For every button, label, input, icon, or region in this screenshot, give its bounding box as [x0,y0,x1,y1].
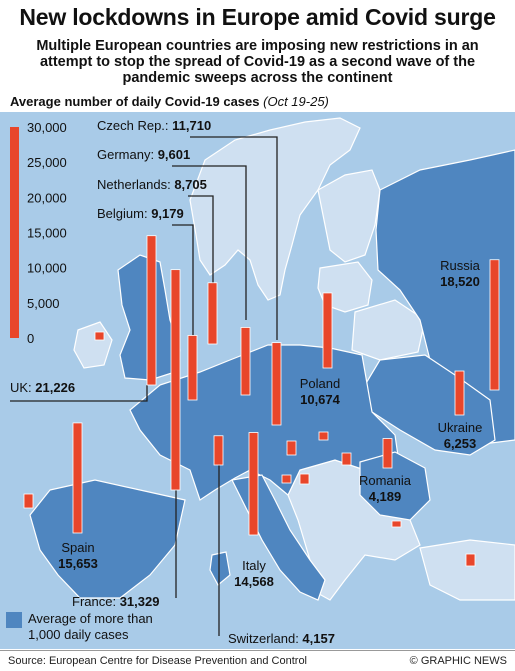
bar-label-czech-rep: Czech Rep.: 11,710 [97,118,211,133]
turkey-land [419,539,515,601]
bar-label-country-italy: Italy [242,558,266,573]
bar-label-value-ukraine: 6,253 [444,436,477,451]
bar-label-country-czech-rep: Czech Rep.: [97,118,172,133]
bar-label-value-italy: 14,568 [234,574,274,589]
bar-label-uk: UK: 21,226 [10,380,75,395]
bar-label-country-ukraine: Ukraine [438,420,483,435]
bar-italy [248,432,259,536]
y-tick-label: 10,000 [27,261,67,276]
bar-uk [146,235,157,386]
bar-label-switzerland: Switzerland: 4,157 [228,631,335,646]
bar-label-value-czech-rep: 11,710 [172,118,211,133]
bar-czech-rep [271,342,282,426]
bar-switzerland [213,435,224,466]
bar-minor-7 [341,452,352,466]
bar-label-country-uk: UK: [10,380,35,395]
y-tick-label: 0 [27,331,34,346]
bar-label-france: France: 31,329 [72,594,159,609]
bar-russia [489,259,500,391]
bar-label-country-spain: Spain [61,540,94,555]
bar-label-country-france: France: [72,594,120,609]
source-text: Source: European Centre for Disease Prev… [8,655,308,667]
bar-romania [382,438,393,469]
bar-poland [322,292,333,369]
bar-label-value-belgium: 9,179 [151,206,184,221]
bar-label-value-germany: 9,601 [158,147,191,162]
bar-label-belgium: Belgium: 9,179 [97,206,184,221]
y-tick-label: 15,000 [27,226,67,241]
bar-label-country-germany: Germany: [97,147,158,162]
bar-netherlands [207,282,218,345]
leader-line-uk [10,385,148,402]
bar-label-value-romania: 4,189 [369,489,402,504]
belarus-land [351,299,426,361]
leader-line-czech-rep [190,136,278,340]
bar-label-country-switzerland: Switzerland: [228,631,302,646]
bar-minor-1 [23,493,34,509]
bar-label-country-belgium: Belgium: [97,206,151,221]
bar-minor-5 [299,473,310,485]
credit-text: © GRAPHIC NEWS [409,655,507,667]
bar-label-value-poland: 10,674 [300,392,341,407]
page-title: New lockdowns in Europe amid Covid surge [19,4,496,30]
scandinavia-land [189,117,361,301]
legend-text-1: Average of more than [28,611,153,626]
page-subtitle: Multiple European countries are imposing… [36,38,479,86]
scale-bar [10,127,19,338]
bar-ukraine [454,370,465,416]
bar-label-country-romania: Romania [359,473,412,488]
y-tick-label: 25,000 [27,155,67,170]
leader-line-germany [172,165,247,320]
leader-line-netherlands [188,195,214,300]
bar-label-country-netherlands: Netherlands: [97,177,174,192]
chart-heading-text: Average number of daily Covid-19 cases [10,94,260,109]
europe-map: 0 5,000 10,000 15,000 20,000 25,000 30,000 UK: … [0,112,515,649]
bar-minor-6 [318,431,329,441]
iberia-land [29,479,186,599]
chart-heading: Average number of daily Covid-19 cases (… [10,94,329,109]
sardinia-land [209,551,231,586]
bar-label-value-switzerland: 4,157 [302,631,335,646]
bar-label-value-netherlands: 8,705 [174,177,207,192]
bar-minor-4 [281,474,292,484]
bar-label-germany: Germany: 9,601 [97,147,190,162]
bars-and-labels: 0 5,000 10,000 15,000 20,000 25,000 30,000 UK: … [10,118,500,646]
legend-text-2: 1,000 daily cases [28,627,129,642]
y-tick-label: 5,000 [27,296,60,311]
bar-germany [240,327,251,396]
land-high [29,149,515,601]
bar-label-value-spain: 15,653 [58,556,98,571]
bar-france [170,269,181,491]
bar-label-value-russia: 18,520 [440,274,480,289]
legend-swatch [6,612,22,628]
bar-label-value-uk: 21,226 [35,380,75,395]
bar-belgium [187,335,198,401]
western-europe-land [129,344,401,507]
bar-label-value-france: 31,329 [120,594,160,609]
y-tick-label: 20,000 [27,190,67,205]
bar-spain [72,422,83,534]
chart-period: (Oct 19-25) [263,94,329,109]
bar-minor-8 [391,520,402,528]
bar-minor-3 [286,440,297,456]
romania-land [359,451,431,521]
bar-label-country-poland: Poland [300,376,340,391]
bar-minor-2 [94,331,105,341]
footer: Source: European Centre for Disease Prev… [0,650,515,671]
bar-label-netherlands: Netherlands: 8,705 [97,177,207,192]
finland-land [317,169,381,263]
leader-line-belgium [172,224,194,338]
bar-label-country-russia: Russia [440,258,481,273]
y-tick-label: 30,000 [27,120,67,135]
land-low [73,117,515,601]
bar-minor-9 [465,553,476,567]
